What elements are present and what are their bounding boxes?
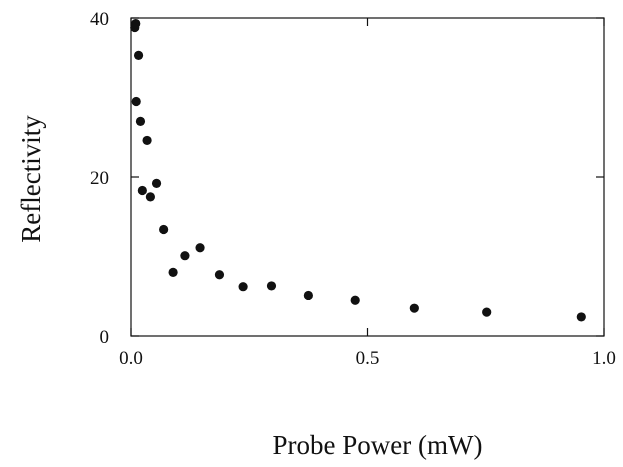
data-point — [576, 312, 586, 322]
data-point — [180, 251, 190, 261]
x-tick-label: 0.0 — [119, 348, 143, 369]
data-point — [135, 116, 146, 126]
plot-border — [130, 17, 605, 337]
data-point — [145, 192, 155, 202]
data-point — [303, 290, 313, 301]
data-point — [214, 270, 225, 280]
data-point — [133, 50, 144, 60]
data-point — [195, 243, 205, 253]
y-axis-title: Reflectivity — [16, 115, 46, 243]
x-tick-label: 0.5 — [356, 348, 380, 369]
data-point — [350, 295, 360, 305]
x-axis-ticks: 0.0 0.5 1.0 — [119, 18, 616, 369]
data-point — [142, 135, 152, 146]
data-point — [137, 185, 147, 196]
y-tick-label: 40 — [90, 9, 109, 30]
y-tick-label: 0 — [100, 327, 110, 348]
data-point — [159, 224, 169, 235]
data-point — [131, 18, 141, 29]
data-point — [266, 281, 277, 291]
data-point — [482, 307, 492, 317]
data-point — [151, 178, 162, 188]
plot-frame — [130, 17, 605, 337]
x-tick-label: 1.0 — [592, 348, 616, 369]
data-point — [238, 282, 248, 292]
data-points — [130, 18, 586, 322]
data-point — [409, 303, 419, 313]
y-tick-label: 20 — [90, 168, 109, 189]
data-point — [131, 96, 141, 107]
y-axis-ticks: 0 20 40 — [90, 9, 604, 348]
data-point — [168, 267, 178, 277]
x-axis-title: Probe Power (mW) — [273, 430, 483, 460]
